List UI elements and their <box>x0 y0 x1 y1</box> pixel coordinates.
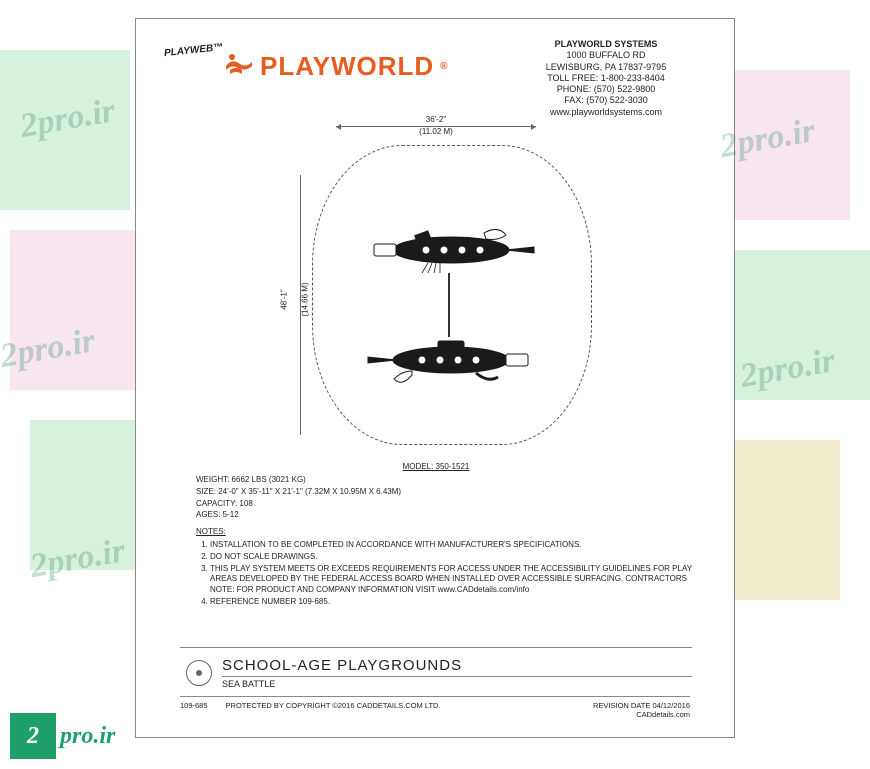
plan-drawing-area: 36'-2" (11.02 M) 48'-1" (14.66 M) <box>216 115 656 465</box>
dimension-top: 36'-2" (11.02 M) <box>336 115 536 136</box>
site-corner-logo: 2 pro.ir <box>10 713 115 759</box>
footer-site: CADdetails.com <box>593 710 690 719</box>
spec-weight: WEIGHT: 6662 LBS (3021 KG) <box>196 475 696 486</box>
company-addr1: 1000 BUFFALO RD <box>496 50 716 61</box>
corner-logo-text: pro.ir <box>60 723 115 750</box>
company-name: PLAYWORLD SYSTEMS <box>496 39 716 50</box>
structure-connector <box>448 273 450 337</box>
company-tollfree: TOLL FREE: 1-800-233-8404 <box>496 73 716 84</box>
note-item: INSTALLATION TO BE COMPLETED IN ACCORDAN… <box>210 540 696 551</box>
corner-logo-badge: 2 <box>10 713 56 759</box>
title-sub: SEA BATTLE <box>222 679 692 689</box>
play-structure-top <box>366 227 536 273</box>
reg-mark: ® <box>440 61 448 72</box>
footer-revision: REVISION DATE 04/12/2016 <box>593 701 690 710</box>
spec-ages: AGES: 5-12 <box>196 510 696 521</box>
title-main: SCHOOL-AGE PLAYGROUNDS <box>222 657 692 677</box>
brand-text: PLAYWORLD <box>260 51 434 82</box>
playworld-logo: PLAYWORLD ® <box>224 51 449 82</box>
notes-heading: NOTES: <box>196 527 696 538</box>
spec-size: SIZE: 24'-0" X 35'-11" X 21'-1" (7.32M X… <box>196 487 696 498</box>
company-address-block: PLAYWORLD SYSTEMS 1000 BUFFALO RD LEWISB… <box>496 39 716 118</box>
dim-top-m: (11.02 M) <box>336 127 536 136</box>
playweb-badge: PLAYWEB™ <box>164 42 224 59</box>
dim-left-m: (14.66 M) <box>301 282 310 316</box>
title-block: SCHOOL-AGE PLAYGROUNDS SEA BATTLE <box>180 647 692 691</box>
document-page: PLAYWEB™ PLAYWORLD ® PLAYWORLD SYSTEMS 1… <box>135 18 735 738</box>
notes-list: INSTALLATION TO BE COMPLETED IN ACCORDAN… <box>196 540 696 608</box>
section-marker-icon <box>186 660 212 686</box>
spec-capacity: CAPACITY: 108 <box>196 499 696 510</box>
model-label: MODEL: 350-1521 <box>216 462 656 471</box>
note-item: THIS PLAY SYSTEM MEETS OR EXCEEDS REQUIR… <box>210 564 696 596</box>
use-zone-boundary <box>312 145 592 445</box>
logo-glyph-icon <box>224 52 254 82</box>
dimension-left: 48'-1" (14.66 M) <box>280 175 304 435</box>
footer-row: 109-685 PROTECTED BY COPYRIGHT ©2016 CAD… <box>180 696 690 719</box>
footer-ref: 109-685 <box>180 701 208 719</box>
footer-copyright: PROTECTED BY COPYRIGHT ©2016 CADDETAILS.… <box>208 701 593 719</box>
play-structure-bottom <box>366 337 536 383</box>
specifications-block: WEIGHT: 6662 LBS (3021 KG) SIZE: 24'-0" … <box>196 475 696 609</box>
dim-left-ft: 48'-1" <box>280 289 289 309</box>
company-phone: PHONE: (570) 522-9800 <box>496 84 716 95</box>
note-item: DO NOT SCALE DRAWINGS. <box>210 552 696 563</box>
dim-top-ft: 36'-2" <box>336 115 536 124</box>
note-item: REFERENCE NUMBER 109-685. <box>210 597 696 608</box>
company-addr2: LEWISBURG, PA 17837-9795 <box>496 62 716 73</box>
company-fax: FAX: (570) 522-3030 <box>496 95 716 106</box>
